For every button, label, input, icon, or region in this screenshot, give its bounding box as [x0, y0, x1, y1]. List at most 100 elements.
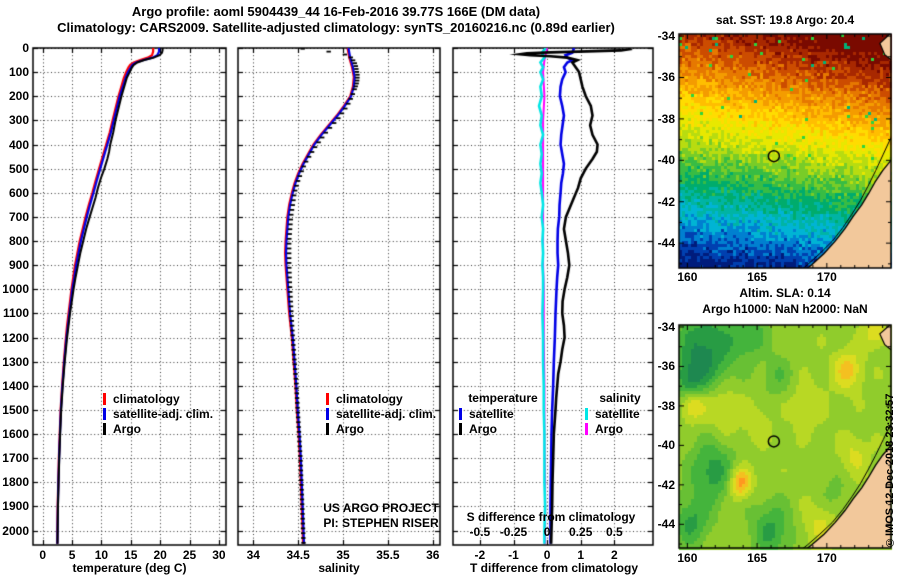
latitude-tick-label: -44 [657, 517, 675, 532]
x-tick-label: 2 [611, 548, 618, 562]
t-difference-axis-label: T difference from climatology [469, 561, 639, 575]
latitude-tick-label: -38 [657, 111, 675, 126]
argo-t-line-swatch [459, 422, 462, 435]
longitude-tick-label: 160 [677, 270, 698, 284]
legend-header: temperature [468, 391, 538, 405]
s-diff-tick-label: 0 [543, 525, 551, 539]
longitude-tick-label: 170 [816, 270, 837, 284]
legend-item: climatology [326, 391, 436, 406]
depth-tick-label: 1800 [2, 475, 29, 490]
latitude-tick-label: -40 [657, 153, 675, 168]
s-diff-tick-label: 0.5 [606, 525, 623, 539]
satellite-s-line-swatch [585, 407, 588, 420]
legend-label: climatology [336, 391, 403, 406]
salinity-panel-legend: climatology satellite-adj. clim. Argo [326, 391, 436, 436]
depth-tick-label: 1700 [2, 451, 29, 466]
longitude-tick-label: 165 [747, 551, 768, 565]
depth-tick-label: 1400 [2, 378, 29, 393]
legend-label: climatology [113, 391, 180, 406]
x-tick-label: -2 [474, 548, 486, 562]
x-tick-label: 0 [543, 548, 551, 562]
latitude-tick-label: -40 [657, 438, 675, 453]
satellite-adj-line-swatch [103, 407, 106, 420]
depth-tick-label: 1500 [2, 402, 29, 417]
latitude-tick-label: -38 [657, 398, 675, 413]
legend-item: Argo [585, 421, 655, 436]
longitude-tick-label: 160 [677, 551, 698, 565]
temperature-panel-legend: climatology satellite-adj. clim. Argo [103, 391, 213, 436]
s-diff-tick-label: -0.5 [469, 525, 491, 539]
latitude-tick-label: -34 [657, 29, 675, 44]
depth-tick-label: 1000 [2, 282, 29, 297]
sla-map-title-line1: Altim. SLA: 0.14 [739, 286, 831, 300]
legend-label: satellite [595, 406, 640, 421]
depth-tick-label: 1600 [2, 427, 29, 442]
figure-title-line1: Argo profile: aoml 5904439_44 16-Feb-201… [131, 4, 541, 19]
x-tick-label: 5 [68, 548, 76, 562]
climatology-line-swatch [326, 392, 329, 405]
depth-tick-label: 900 [8, 258, 29, 273]
difference-temperature-legend: temperature satellite Argo [459, 391, 547, 436]
legend-label: Argo [336, 421, 364, 436]
depth-tick-label: 100 [8, 65, 29, 80]
latitude-tick-label: -42 [657, 477, 675, 492]
depth-tick-label: 400 [8, 137, 29, 152]
legend-label: satellite-adj. clim. [113, 406, 214, 421]
x-tick-label: 10 [94, 548, 109, 562]
x-tick-label: 25 [182, 548, 197, 562]
latitude-tick-label: -36 [657, 70, 675, 85]
depth-tick-label: 700 [8, 209, 29, 224]
climatology-line-swatch [103, 392, 106, 405]
longitude-tick-label: 170 [816, 551, 837, 565]
depth-tick-label: 2000 [2, 523, 29, 538]
argo-s-line-swatch [585, 422, 588, 435]
x-tick-label: 36 [426, 548, 440, 562]
sst-map-title: sat. SST: 19.8 Argo: 20.4 [715, 13, 855, 27]
s-diff-tick-label: -0.25 [499, 525, 528, 539]
latitude-tick-label: -44 [657, 236, 675, 251]
x-tick-label: 30 [212, 548, 226, 562]
x-tick-label: -1 [508, 548, 519, 562]
latitude-tick-label: -36 [657, 359, 675, 374]
depth-tick-label: 300 [8, 113, 29, 128]
depth-tick-label: 1300 [2, 354, 29, 369]
legend-label: satellite [469, 406, 514, 421]
legend-item: satellite-adj. clim. [103, 406, 213, 421]
legend-item: satellite [459, 406, 547, 421]
x-tick-label: 1 [577, 548, 585, 562]
depth-tick-label: 500 [8, 161, 29, 176]
sla-map-title-line2: Argo h1000: NaN h2000: NaN [702, 302, 868, 316]
latitude-tick-label: -42 [657, 194, 675, 209]
legend-item: satellite-adj. clim. [326, 406, 436, 421]
figure-title-line2: Climatology: CARS2009. Satellite-adjuste… [57, 20, 615, 35]
legend-item: satellite [585, 406, 655, 421]
x-tick-label: 35 [336, 548, 350, 562]
project-annotation-line1: US ARGO PROJECT [323, 501, 439, 515]
depth-tick-label: 1200 [2, 330, 29, 345]
legend-label: satellite-adj. clim. [336, 406, 437, 421]
argo-line-swatch [326, 422, 329, 435]
longitude-tick-label: 165 [747, 270, 768, 284]
s-diff-tick-label: 0.25 [569, 525, 593, 539]
x-tick-label: 20 [153, 548, 167, 562]
x-tick-label: 0 [39, 548, 47, 562]
depth-tick-label: 0 [22, 41, 29, 55]
x-tick-label: 35.5 [376, 548, 400, 562]
depth-tick-label: 1100 [2, 306, 29, 321]
x-tick-label: 34 [246, 548, 260, 562]
satellite-adj-line-swatch [326, 407, 329, 420]
legend-item: climatology [103, 391, 213, 406]
depth-tick-label: 200 [8, 89, 29, 104]
x-tick-label: 15 [124, 548, 138, 562]
depth-tick-label: 800 [8, 234, 29, 248]
argo-line-swatch [103, 422, 106, 435]
legend-label: Argo [595, 421, 623, 436]
legend-label: Argo [469, 421, 497, 436]
depth-tick-label: 1900 [2, 499, 29, 514]
legend-item: Argo [459, 421, 547, 436]
satellite-t-line-swatch [459, 407, 462, 420]
s-difference-axis-label: S difference from climatology [466, 510, 636, 524]
difference-salinity-legend: salinity satellite Argo [585, 391, 655, 436]
